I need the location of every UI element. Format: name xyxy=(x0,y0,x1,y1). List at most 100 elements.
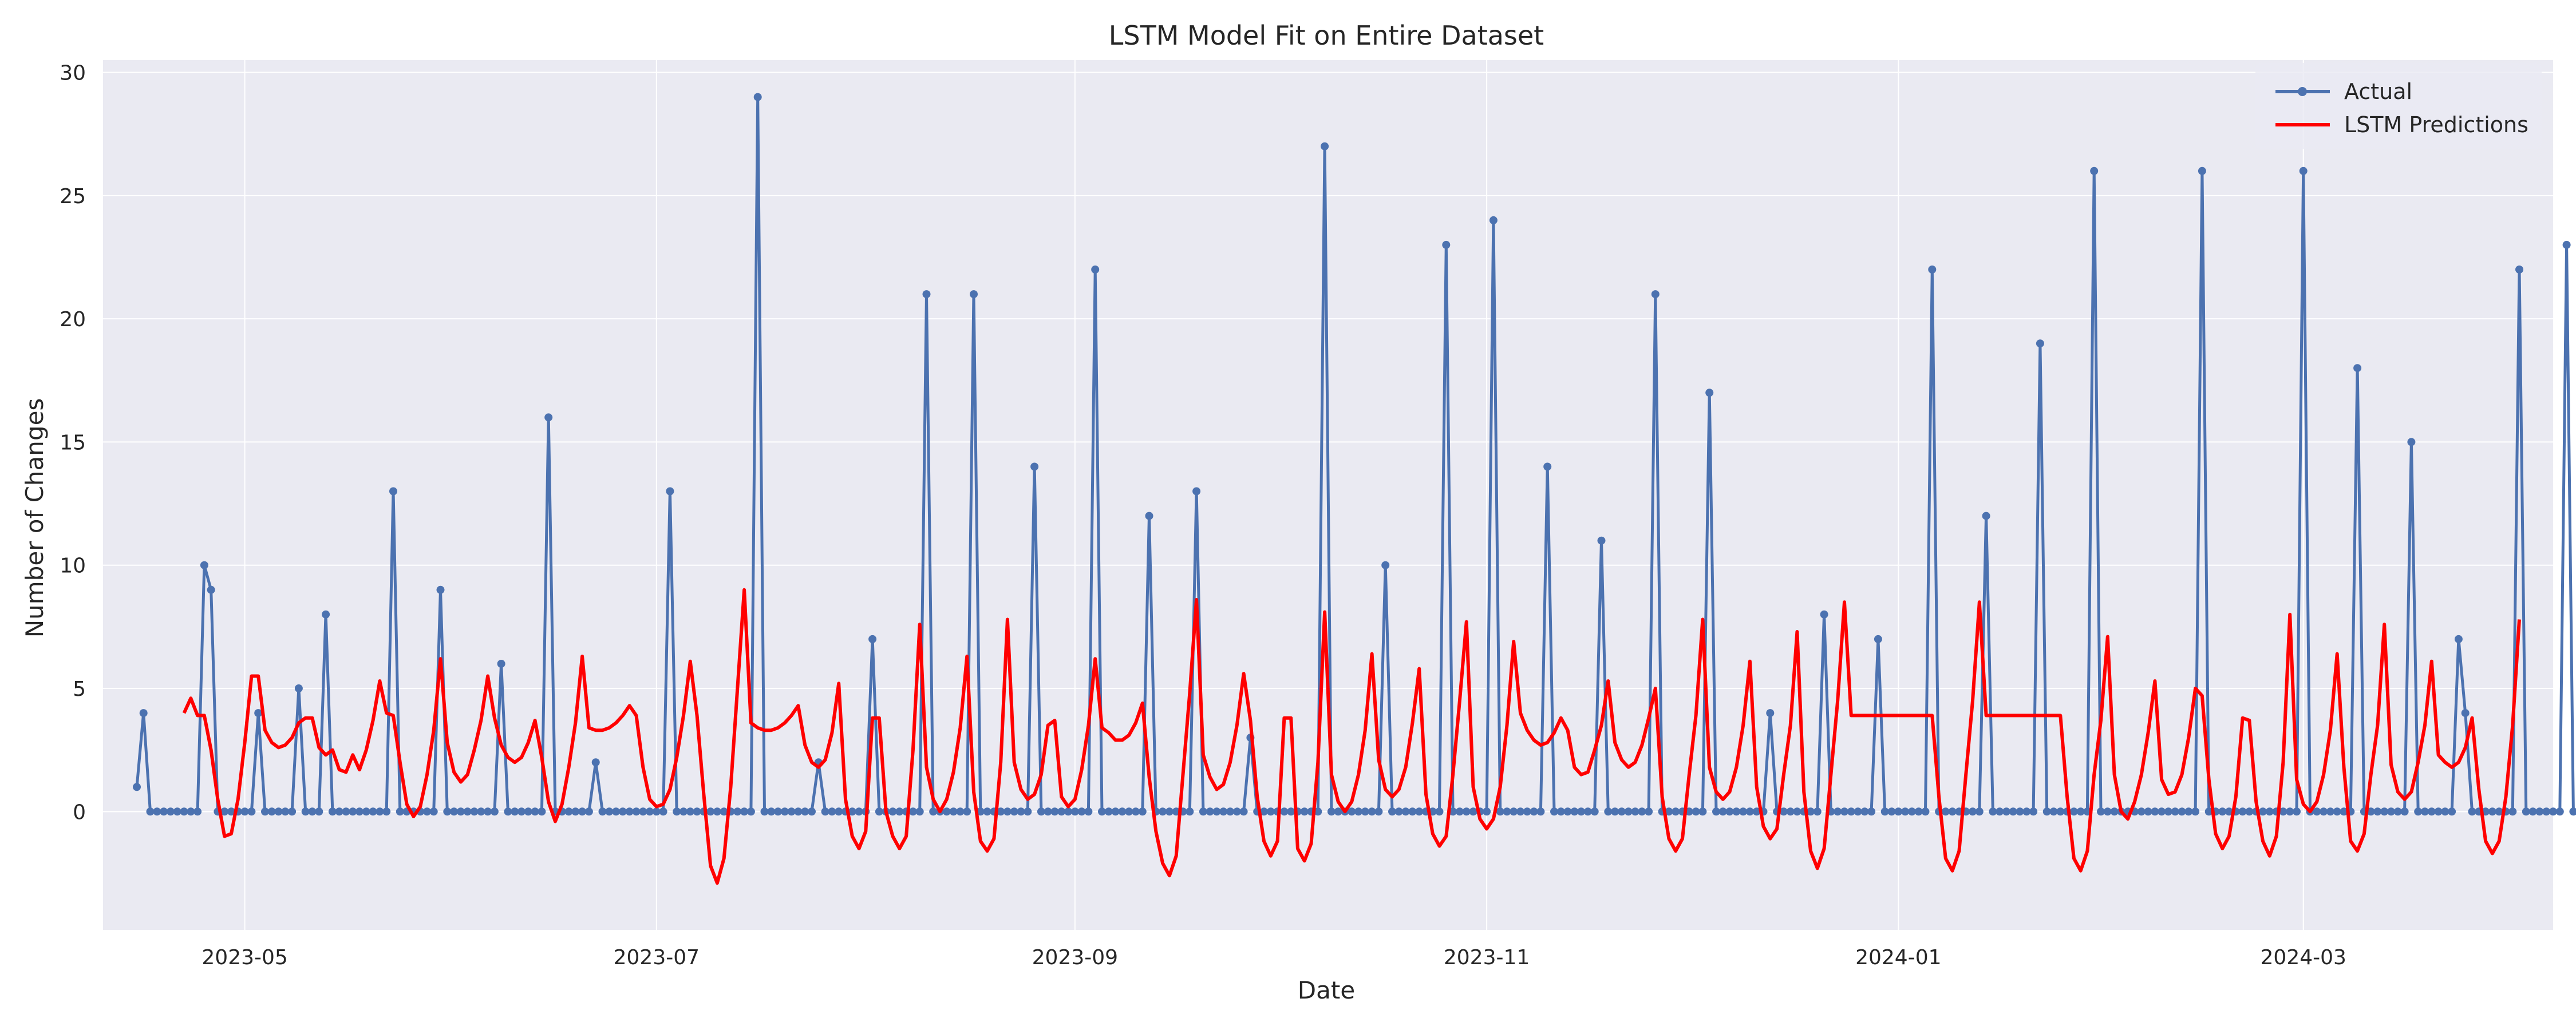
data-point-actual xyxy=(915,807,924,816)
data-point-actual xyxy=(612,807,621,816)
data-point-actual xyxy=(652,807,661,816)
data-point-actual xyxy=(1907,807,1916,816)
data-point-actual xyxy=(908,807,917,816)
data-point-actual xyxy=(429,807,438,816)
data-point-actual xyxy=(740,807,749,816)
data-point-actual xyxy=(1394,807,1403,816)
data-point-actual xyxy=(463,807,472,816)
data-point-actual xyxy=(470,807,479,816)
data-point-actual xyxy=(2313,807,2321,816)
data-point-actual xyxy=(2427,807,2436,816)
data-point-actual xyxy=(2373,807,2382,816)
data-point-actual xyxy=(2191,807,2200,816)
data-point-actual xyxy=(443,807,452,816)
data-point-actual xyxy=(983,807,991,816)
x-tick-label: 2023-11 xyxy=(1444,946,1530,969)
data-point-actual xyxy=(1212,807,1221,816)
data-point-actual xyxy=(315,807,323,816)
data-point-actual xyxy=(2238,807,2247,816)
data-point-actual xyxy=(2461,709,2470,718)
data-point-actual xyxy=(1921,807,1930,816)
data-point-actual xyxy=(1300,807,1309,816)
data-point-actual xyxy=(1672,807,1680,816)
series-line-lstm-predictions xyxy=(182,588,2521,885)
data-point-actual xyxy=(349,807,357,816)
data-point-actual xyxy=(868,635,877,643)
data-point-actual xyxy=(524,807,532,816)
data-point-actual xyxy=(2265,807,2274,816)
data-point-actual xyxy=(1732,807,1741,816)
data-point-actual xyxy=(2184,807,2193,816)
data-point-actual xyxy=(2036,339,2044,348)
data-point-actual xyxy=(1638,807,1646,816)
data-point-actual xyxy=(2434,807,2443,816)
data-point-actual xyxy=(497,660,505,668)
data-point-actual xyxy=(2151,807,2159,816)
data-point-actual xyxy=(2002,807,2010,816)
data-point-actual xyxy=(490,807,499,816)
data-point-actual xyxy=(1334,807,1342,816)
data-point-actual xyxy=(1969,807,1977,816)
data-point-actual xyxy=(1989,807,1997,816)
data-point-actual xyxy=(1880,807,1889,816)
data-point-actual xyxy=(2016,807,2024,816)
data-point-actual xyxy=(970,290,978,299)
data-point-actual xyxy=(753,93,762,101)
data-point-actual xyxy=(1611,807,1619,816)
legend-label-lstm: LSTM Predictions xyxy=(2344,112,2528,137)
data-point-actual xyxy=(2448,807,2456,816)
data-point-actual xyxy=(1017,807,1025,816)
data-point-actual xyxy=(646,807,654,816)
data-point-actual xyxy=(220,807,229,816)
data-point-actual xyxy=(1583,807,1592,816)
data-point-actual xyxy=(895,807,904,816)
data-point-actual xyxy=(1226,807,1234,816)
data-point-actual xyxy=(2515,266,2523,274)
data-point-actual xyxy=(1948,807,1957,816)
data-point-actual xyxy=(686,807,694,816)
data-point-actual xyxy=(578,807,587,816)
data-point-actual xyxy=(1975,807,1984,816)
data-point-actual xyxy=(2488,807,2496,816)
data-point-actual xyxy=(2103,807,2112,816)
data-point-actual xyxy=(288,807,297,816)
data-point-actual xyxy=(1705,389,1714,397)
data-point-actual xyxy=(2042,807,2051,816)
data-point-actual xyxy=(2049,807,2058,816)
data-point-actual xyxy=(1077,807,1086,816)
data-point-actual xyxy=(2407,438,2416,446)
data-point-actual xyxy=(2204,807,2213,816)
data-point-actual xyxy=(2022,807,2031,816)
data-point-actual xyxy=(369,807,377,816)
data-point-actual xyxy=(1820,610,1828,619)
data-point-actual xyxy=(1901,807,1910,816)
y-tick-label: 5 xyxy=(73,678,86,701)
data-point-actual xyxy=(1854,807,1862,816)
data-point-actual xyxy=(2245,807,2254,816)
data-point-actual xyxy=(1718,807,1727,816)
data-point-actual xyxy=(1449,807,1457,816)
data-point-actual xyxy=(1536,807,1545,816)
data-point-actual xyxy=(625,807,634,816)
data-point-actual xyxy=(2144,807,2152,816)
data-point-actual xyxy=(2299,167,2308,175)
data-point-actual xyxy=(760,807,769,816)
data-point-actual xyxy=(1455,807,1464,816)
data-point-actual xyxy=(294,684,303,692)
data-point-actual xyxy=(2549,807,2557,816)
data-point-actual xyxy=(160,807,168,816)
data-point-actual xyxy=(1651,290,1660,299)
data-point-actual xyxy=(1604,807,1613,816)
data-point-actual xyxy=(1786,807,1795,816)
data-point-actual xyxy=(2353,364,2362,373)
data-point-actual xyxy=(193,807,202,816)
data-point-actual xyxy=(1996,807,2004,816)
data-point-actual xyxy=(2366,807,2375,816)
data-point-actual xyxy=(956,807,965,816)
data-point-actual xyxy=(2279,807,2287,816)
x-axis-label: Date xyxy=(1298,976,1355,1004)
data-point-actual xyxy=(942,807,951,816)
data-point-actual xyxy=(1132,807,1140,816)
data-point-actual xyxy=(2090,167,2099,175)
data-point-actual xyxy=(1415,807,1424,816)
